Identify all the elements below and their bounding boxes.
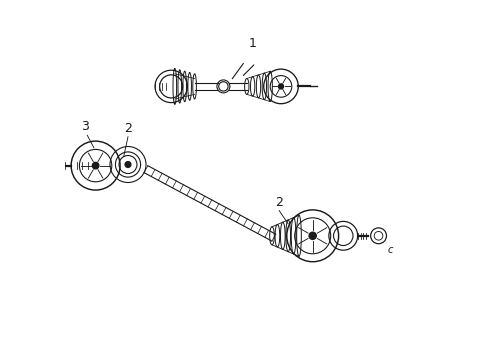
- Text: 2: 2: [275, 196, 283, 209]
- Circle shape: [309, 232, 316, 239]
- Text: 1: 1: [248, 37, 256, 50]
- Circle shape: [92, 162, 99, 169]
- Text: 2: 2: [124, 122, 132, 135]
- Text: 3: 3: [81, 120, 89, 133]
- Text: c: c: [387, 245, 392, 255]
- Circle shape: [125, 162, 131, 167]
- Circle shape: [278, 84, 284, 89]
